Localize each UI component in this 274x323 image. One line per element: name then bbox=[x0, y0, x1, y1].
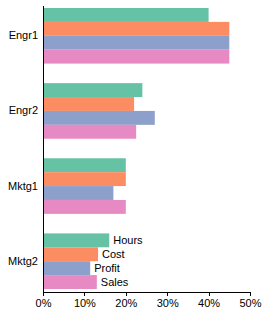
tick-label: Mktg1 bbox=[8, 180, 38, 192]
bar bbox=[43, 97, 134, 111]
bar bbox=[43, 158, 126, 172]
legend-entry: Hours bbox=[113, 234, 143, 246]
tick-label: 30% bbox=[157, 297, 179, 309]
bar bbox=[43, 200, 126, 214]
tick-mark bbox=[126, 292, 127, 296]
tick-label: 20% bbox=[115, 297, 137, 309]
legend: Hours Cost Profit Sales bbox=[94, 234, 143, 288]
tick-mark bbox=[209, 292, 210, 296]
y-axis: Engr1 Engr2 Mktg1 Mktg2 bbox=[8, 6, 43, 293]
bar bbox=[43, 8, 209, 22]
legend-entry: Profit bbox=[94, 262, 120, 274]
legend-entry: Sales bbox=[101, 276, 129, 288]
bar bbox=[43, 247, 98, 261]
tick: Mktg1 bbox=[8, 180, 38, 192]
axis-line bbox=[43, 6, 44, 293]
bar bbox=[43, 36, 229, 50]
tick: Engr1 bbox=[9, 29, 38, 41]
chart: 0% 10% 20% 30% 40% 50% Engr1 Engr2 Mktg1 Mktg2 Hou… bbox=[0, 0, 274, 323]
axis-line bbox=[44, 293, 251, 297]
bar bbox=[43, 172, 126, 186]
plot: 0% 10% 20% 30% 40% 50% Engr1 Engr2 Mktg1 Mktg2 Hou… bbox=[8, 6, 262, 309]
bar bbox=[43, 233, 109, 247]
tick: Engr2 bbox=[9, 104, 38, 116]
tick-label: Mktg2 bbox=[8, 255, 38, 267]
bar bbox=[43, 22, 229, 36]
series bbox=[43, 22, 229, 261]
bar bbox=[43, 125, 136, 139]
tick-label: 40% bbox=[198, 297, 220, 309]
legend-entry: Cost bbox=[102, 248, 125, 260]
tick: 0% bbox=[36, 292, 52, 309]
bars bbox=[43, 8, 229, 289]
tick-label: 10% bbox=[74, 297, 96, 309]
bar bbox=[43, 83, 142, 97]
tick: 30% bbox=[157, 292, 179, 309]
tick: 40% bbox=[198, 292, 220, 309]
tick-label: 50% bbox=[239, 297, 261, 309]
tick-mark bbox=[43, 292, 44, 296]
series bbox=[43, 36, 229, 275]
tick-mark bbox=[84, 292, 85, 296]
tick: 10% bbox=[74, 292, 96, 309]
x-axis: 0% 10% 20% 30% 40% 50% bbox=[36, 292, 262, 309]
tick-label: 0% bbox=[36, 297, 52, 309]
bar bbox=[43, 261, 90, 275]
series bbox=[43, 50, 229, 289]
tick-label: Engr1 bbox=[9, 29, 38, 41]
tick-mark bbox=[167, 292, 168, 296]
tick: Mktg2 bbox=[8, 255, 38, 267]
bar bbox=[43, 111, 155, 125]
tick: 20% bbox=[115, 292, 137, 309]
tick-mark bbox=[250, 292, 251, 296]
bar bbox=[43, 186, 113, 200]
tick: 50% bbox=[239, 292, 261, 309]
tick-label: Engr2 bbox=[9, 104, 38, 116]
bar bbox=[43, 50, 229, 64]
bar bbox=[43, 275, 97, 289]
